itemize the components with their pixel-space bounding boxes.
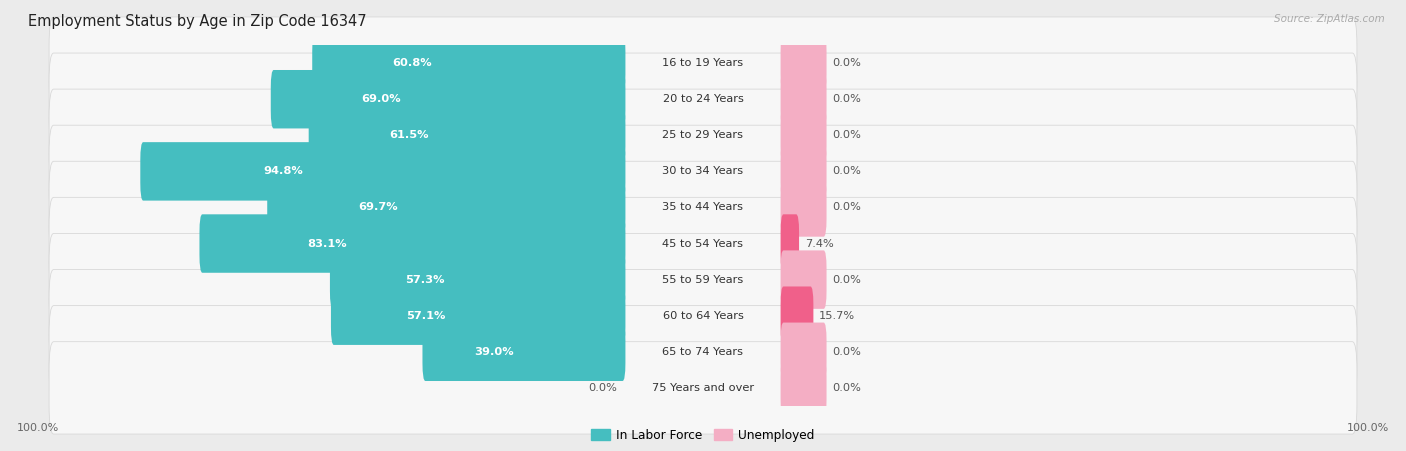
FancyBboxPatch shape bbox=[780, 106, 827, 165]
Text: 60.8%: 60.8% bbox=[392, 58, 432, 68]
FancyBboxPatch shape bbox=[780, 214, 799, 273]
FancyBboxPatch shape bbox=[49, 17, 1357, 109]
Text: 60 to 64 Years: 60 to 64 Years bbox=[662, 311, 744, 321]
FancyBboxPatch shape bbox=[330, 286, 626, 345]
FancyBboxPatch shape bbox=[780, 250, 827, 309]
FancyBboxPatch shape bbox=[309, 106, 626, 165]
FancyBboxPatch shape bbox=[780, 359, 827, 417]
Text: 0.0%: 0.0% bbox=[832, 130, 860, 140]
Text: 0.0%: 0.0% bbox=[832, 383, 860, 393]
FancyBboxPatch shape bbox=[49, 342, 1357, 434]
Text: 0.0%: 0.0% bbox=[832, 275, 860, 285]
FancyBboxPatch shape bbox=[422, 322, 626, 381]
Text: 25 to 29 Years: 25 to 29 Years bbox=[662, 130, 744, 140]
Text: 20 to 24 Years: 20 to 24 Years bbox=[662, 94, 744, 104]
Text: 100.0%: 100.0% bbox=[1347, 423, 1389, 433]
FancyBboxPatch shape bbox=[200, 214, 626, 273]
FancyBboxPatch shape bbox=[780, 70, 827, 129]
Text: 94.8%: 94.8% bbox=[263, 166, 302, 176]
FancyBboxPatch shape bbox=[49, 270, 1357, 362]
Text: 0.0%: 0.0% bbox=[588, 383, 617, 393]
Text: 61.5%: 61.5% bbox=[389, 130, 429, 140]
Text: 69.7%: 69.7% bbox=[359, 202, 398, 212]
Text: Employment Status by Age in Zip Code 16347: Employment Status by Age in Zip Code 163… bbox=[28, 14, 367, 28]
Text: 15.7%: 15.7% bbox=[820, 311, 855, 321]
Text: 30 to 34 Years: 30 to 34 Years bbox=[662, 166, 744, 176]
FancyBboxPatch shape bbox=[330, 250, 626, 309]
FancyBboxPatch shape bbox=[141, 142, 626, 201]
Text: 75 Years and over: 75 Years and over bbox=[652, 383, 754, 393]
Text: 0.0%: 0.0% bbox=[832, 347, 860, 357]
FancyBboxPatch shape bbox=[49, 234, 1357, 326]
FancyBboxPatch shape bbox=[780, 286, 814, 345]
FancyBboxPatch shape bbox=[780, 322, 827, 381]
Text: 83.1%: 83.1% bbox=[308, 239, 347, 249]
Text: 55 to 59 Years: 55 to 59 Years bbox=[662, 275, 744, 285]
FancyBboxPatch shape bbox=[49, 89, 1357, 181]
Legend: In Labor Force, Unemployed: In Labor Force, Unemployed bbox=[586, 424, 820, 447]
Text: 57.1%: 57.1% bbox=[406, 311, 446, 321]
Text: 45 to 54 Years: 45 to 54 Years bbox=[662, 239, 744, 249]
FancyBboxPatch shape bbox=[780, 178, 827, 237]
Text: 0.0%: 0.0% bbox=[832, 202, 860, 212]
FancyBboxPatch shape bbox=[49, 53, 1357, 145]
FancyBboxPatch shape bbox=[49, 198, 1357, 290]
Text: 65 to 74 Years: 65 to 74 Years bbox=[662, 347, 744, 357]
Text: 7.4%: 7.4% bbox=[804, 239, 834, 249]
FancyBboxPatch shape bbox=[312, 34, 626, 92]
FancyBboxPatch shape bbox=[49, 161, 1357, 253]
FancyBboxPatch shape bbox=[780, 34, 827, 92]
FancyBboxPatch shape bbox=[267, 178, 626, 237]
Text: 57.3%: 57.3% bbox=[405, 275, 444, 285]
Text: 35 to 44 Years: 35 to 44 Years bbox=[662, 202, 744, 212]
Text: 0.0%: 0.0% bbox=[832, 166, 860, 176]
FancyBboxPatch shape bbox=[271, 70, 626, 129]
Text: 16 to 19 Years: 16 to 19 Years bbox=[662, 58, 744, 68]
Text: 0.0%: 0.0% bbox=[832, 94, 860, 104]
Text: 0.0%: 0.0% bbox=[832, 58, 860, 68]
Text: 69.0%: 69.0% bbox=[361, 94, 401, 104]
FancyBboxPatch shape bbox=[49, 306, 1357, 398]
FancyBboxPatch shape bbox=[780, 142, 827, 201]
Text: 39.0%: 39.0% bbox=[475, 347, 515, 357]
FancyBboxPatch shape bbox=[49, 125, 1357, 217]
Text: Source: ZipAtlas.com: Source: ZipAtlas.com bbox=[1274, 14, 1385, 23]
Text: 100.0%: 100.0% bbox=[17, 423, 59, 433]
